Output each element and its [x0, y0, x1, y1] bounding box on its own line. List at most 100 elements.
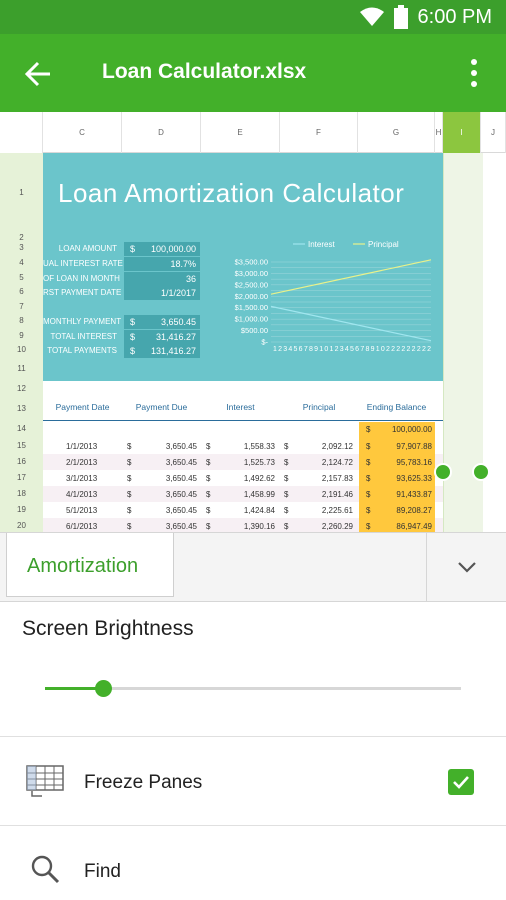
row-header[interactable]: 16: [17, 457, 26, 466]
cell-currency[interactable]: $: [127, 458, 132, 467]
row-header[interactable]: 17: [17, 473, 26, 482]
cell-payment-date[interactable]: 2/1/2013: [66, 458, 98, 467]
row-header[interactable]: 9: [19, 331, 24, 340]
row-header[interactable]: 6: [19, 287, 24, 296]
column-header[interactable]: C: [43, 112, 122, 153]
freeze-panes-checkbox[interactable]: [448, 769, 474, 795]
table-row[interactable]: 4/1/2013 $3,650.45 $1,458.99 $2,191.46 $91,4…: [43, 486, 443, 502]
column-header[interactable]: G: [358, 112, 435, 153]
input-value[interactable]: 36: [124, 272, 200, 286]
cell-payment-date[interactable]: 1/1/2013: [66, 442, 98, 451]
cell-principal[interactable]: 2,124.72: [321, 458, 353, 467]
cell-currency[interactable]: $: [284, 522, 289, 531]
menu-item-find[interactable]: Find: [0, 826, 506, 900]
cell-interest[interactable]: 1,424.84: [243, 506, 275, 515]
cell-payment-due[interactable]: 3,650.45: [165, 506, 197, 515]
row-header[interactable]: 1: [19, 188, 24, 197]
row-header[interactable]: 14: [17, 424, 26, 433]
cell-currency[interactable]: $: [284, 490, 289, 499]
cell-interest[interactable]: 1,458.99: [243, 490, 275, 499]
row-header[interactable]: 3: [19, 243, 24, 252]
row-header[interactable]: 10: [17, 345, 26, 354]
slider-thumb[interactable]: [95, 680, 113, 697]
y-tick-label: $1,500.00: [235, 303, 268, 312]
column-header[interactable]: H: [435, 112, 443, 153]
cell-currency[interactable]: $: [127, 522, 132, 531]
cell-principal[interactable]: 2,260.29: [321, 522, 353, 531]
cell-interest[interactable]: 1,558.33: [243, 442, 275, 451]
cell-payment-due[interactable]: 3,650.45: [165, 474, 197, 483]
table-row[interactable]: 5/1/2013 $3,650.45 $1,424.84 $2,225.61 $89,2…: [43, 502, 443, 518]
tab-dropdown-button[interactable]: [426, 533, 506, 601]
tab-amortization[interactable]: Amortization: [6, 533, 174, 597]
cell-currency[interactable]: $: [284, 474, 289, 483]
cell-payment-due[interactable]: 3,650.45: [165, 458, 197, 467]
row-header[interactable]: 5: [19, 273, 24, 282]
cell-ending-balance[interactable]: $86,947.49: [359, 518, 435, 534]
column-header[interactable]: E: [201, 112, 280, 153]
table-cell-balance[interactable]: $ 100,000.00: [359, 422, 435, 438]
cell-payment-date[interactable]: 3/1/2013: [66, 474, 98, 483]
arrow-back-icon[interactable]: [22, 58, 54, 90]
cell-currency[interactable]: $: [284, 442, 289, 451]
cell-interest[interactable]: 1,390.16: [243, 522, 275, 531]
column-header[interactable]: F: [280, 112, 358, 153]
cell-currency[interactable]: $: [127, 474, 132, 483]
row-header[interactable]: 11: [17, 364, 26, 373]
cell-currency[interactable]: $: [206, 458, 211, 467]
row-header[interactable]: 12: [17, 384, 26, 393]
column-header[interactable]: J: [481, 112, 506, 153]
table-row[interactable]: 1/1/2013 $3,650.45 $1,558.33 $2,092.12 $97,9…: [43, 438, 443, 454]
cell-currency[interactable]: $: [206, 442, 211, 451]
cell-currency[interactable]: $: [284, 506, 289, 515]
cell-currency[interactable]: $: [206, 522, 211, 531]
cell-payment-date[interactable]: 5/1/2013: [66, 506, 98, 515]
brightness-slider[interactable]: [45, 680, 461, 698]
cell-currency[interactable]: $: [206, 474, 211, 483]
cell-currency[interactable]: $: [127, 490, 132, 499]
row-header[interactable]: 8: [19, 316, 24, 325]
cell-currency[interactable]: $: [206, 490, 211, 499]
cell-ending-balance[interactable]: $91,433.87: [359, 486, 435, 502]
column-header[interactable]: D: [122, 112, 201, 153]
amortization-chart[interactable]: $3,500.00 $3,000.00 $2,500.00 $2,000.00 $1,5…: [223, 232, 443, 357]
cell-currency[interactable]: $: [127, 442, 132, 451]
cell-payment-date[interactable]: 6/1/2013: [66, 522, 98, 531]
input-value[interactable]: 1/1/2017: [124, 286, 200, 300]
row-header[interactable]: 15: [17, 441, 26, 450]
cell-interest[interactable]: 1,492.62: [243, 474, 275, 483]
cell-currency[interactable]: $: [284, 458, 289, 467]
more-vert-icon[interactable]: [470, 58, 478, 88]
row-header[interactable]: 2: [19, 233, 24, 242]
table-row[interactable]: 6/1/2013 $3,650.45 $1,390.16 $2,260.29 $86,9…: [43, 518, 443, 534]
row-header[interactable]: 18: [17, 489, 26, 498]
menu-item-freeze-panes[interactable]: Freeze Panes: [0, 737, 506, 825]
cell-currency[interactable]: $: [206, 506, 211, 515]
cell-payment-date[interactable]: 4/1/2013: [66, 490, 98, 499]
cell-payment-due[interactable]: 3,650.45: [165, 490, 197, 499]
table-row[interactable]: 2/1/2013 $3,650.45 $1,525.73 $2,124.72 $95,7…: [43, 454, 443, 470]
cell-ending-balance[interactable]: $89,208.27: [359, 502, 435, 518]
row-header[interactable]: 20: [17, 521, 26, 530]
column-header-selected[interactable]: I: [443, 112, 481, 153]
selection-handle-right[interactable]: [472, 463, 490, 481]
cell-principal[interactable]: 2,191.46: [321, 490, 353, 499]
cell-currency[interactable]: $: [127, 506, 132, 515]
cell-ending-balance[interactable]: $95,783.16: [359, 454, 435, 470]
table-row[interactable]: 3/1/2013 $3,650.45 $1,492.62 $2,157.83 $93,6…: [43, 470, 443, 486]
cell-ending-balance[interactable]: $93,625.33: [359, 470, 435, 486]
cell-principal[interactable]: 2,092.12: [321, 442, 353, 451]
cell-payment-due[interactable]: 3,650.45: [165, 442, 197, 451]
row-header[interactable]: 13: [17, 404, 26, 413]
row-header[interactable]: 7: [19, 302, 24, 311]
cell-principal[interactable]: 2,225.61: [321, 506, 353, 515]
cell-interest[interactable]: 1,525.73: [243, 458, 275, 467]
row-header[interactable]: 4: [19, 258, 24, 267]
selection-handle-left[interactable]: [434, 463, 452, 481]
cell-payment-due[interactable]: 3,650.45: [165, 522, 197, 531]
input-value[interactable]: 18.7%: [124, 257, 200, 271]
row-header[interactable]: 19: [17, 505, 26, 514]
cell-principal[interactable]: 2,157.83: [321, 474, 353, 483]
input-value[interactable]: $100,000.00: [124, 242, 200, 256]
cell-ending-balance[interactable]: $97,907.88: [359, 438, 435, 454]
